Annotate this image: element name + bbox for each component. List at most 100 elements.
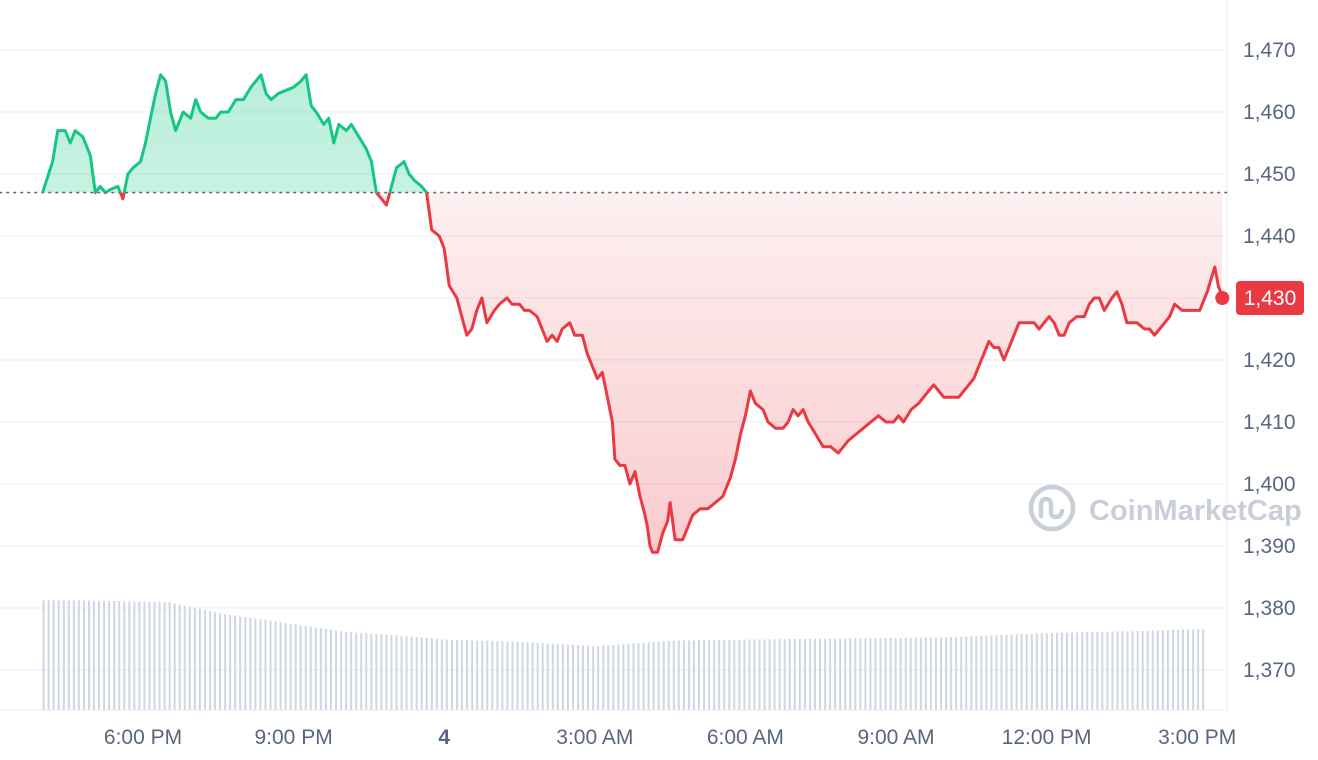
volume-bar [1020,634,1023,710]
volume-bar [975,636,978,710]
volume-bar [1182,629,1185,710]
volume-bar [153,601,156,710]
volume-bar [597,646,600,710]
volume-bar [541,643,544,710]
volume-bar [385,634,388,710]
volume-bar [592,646,595,710]
volume-bar [395,635,398,710]
current-price-badge: 1,430 [1236,281,1304,315]
volume-bar [526,642,529,710]
volume-bar [682,640,685,710]
volume-bar [183,605,186,710]
volume-bar [405,636,408,710]
x-tick-label: 4 [438,726,450,749]
volume-bar [1030,633,1033,710]
volume-bar [672,640,675,710]
volume-bar [677,640,680,710]
volume-bar [72,600,75,710]
area-below-baseline [120,192,1223,553]
volume-bar [309,626,312,710]
volume-bar [561,644,564,710]
volume-bar [370,633,373,710]
volume-bar [1197,629,1200,710]
volume-bar [239,616,242,710]
volume-bar [1066,632,1069,710]
volume-bar [476,640,479,710]
volume-bar [340,631,343,710]
volume-bar [813,638,816,710]
volume-bar [42,600,45,710]
volume-bar [945,637,948,710]
volume-bar [203,610,206,710]
volume-bar [995,635,998,710]
volume-bar [587,645,590,710]
volume-bar [1005,634,1008,710]
volume-bar [914,637,917,710]
volume-bar [864,638,867,710]
volume-bar [783,639,786,710]
volume-bar [808,638,811,710]
volume-bar [123,601,126,710]
volume-bar [652,641,655,710]
volume-bar [1040,633,1043,710]
volume-bar [647,642,650,710]
x-tick-label: 6:00 PM [104,726,182,749]
volume-bar [62,600,65,710]
volume-bar [506,641,509,710]
volume-bar [335,630,338,710]
volume-bar [345,631,348,710]
volume-bar [1131,631,1134,710]
volume-bar [1035,633,1038,710]
volume-bar [87,600,90,710]
volume-bar [440,639,443,710]
volume-bar [607,645,610,710]
volume-bar [1096,631,1099,710]
volume-bar [713,640,716,710]
volume-bar [869,638,872,710]
volume-bar [662,641,665,710]
volume-bar [934,637,937,710]
volume-bar [1116,631,1119,710]
x-tick-label: 3:00 AM [556,726,633,749]
volume-bar [229,614,232,710]
volume-bar [909,637,912,710]
y-tick-label: 1,470 [1243,39,1296,62]
volume-bar [899,637,902,710]
volume-bar [319,628,322,710]
volume-bar [1081,632,1084,710]
current-price-label: 1,430 [1244,287,1297,310]
volume-bar [819,638,822,710]
volume-bar [113,601,116,710]
y-tick-label: 1,450 [1243,163,1296,186]
volume-bar [450,639,453,710]
volume-bar [698,640,701,710]
current-price-dot[interactable] [1215,291,1230,305]
volume-bar [577,645,580,710]
volume-bar [516,641,519,710]
volume-bar [733,639,736,710]
volume-bar [692,640,695,710]
volume-bar [617,644,620,710]
volume-bar [355,632,358,710]
volume-bar [753,639,756,710]
volume-bars [42,600,1205,710]
volume-bar [556,643,559,710]
volume-bar [138,601,141,710]
volume-bar [380,634,383,710]
volume-bar [803,638,806,710]
x-tick-label: 9:00 AM [857,726,934,749]
volume-bar [874,638,877,710]
volume-bar [249,617,252,710]
y-axis-ticks: 1,370 1,380 1,390 1,400 1,410 1,420 1,440 1,450… [1243,39,1296,682]
volume-bar [471,640,474,710]
volume-bar [768,639,771,710]
volume-bar [234,615,237,710]
volume-bar [269,620,272,710]
volume-bar [566,644,569,710]
volume-bar [511,641,514,710]
volume-bar [884,638,887,710]
volume-bar [133,601,136,710]
volume-bar [1091,632,1094,710]
volume-bar [198,608,201,710]
volume-bar [798,639,801,710]
